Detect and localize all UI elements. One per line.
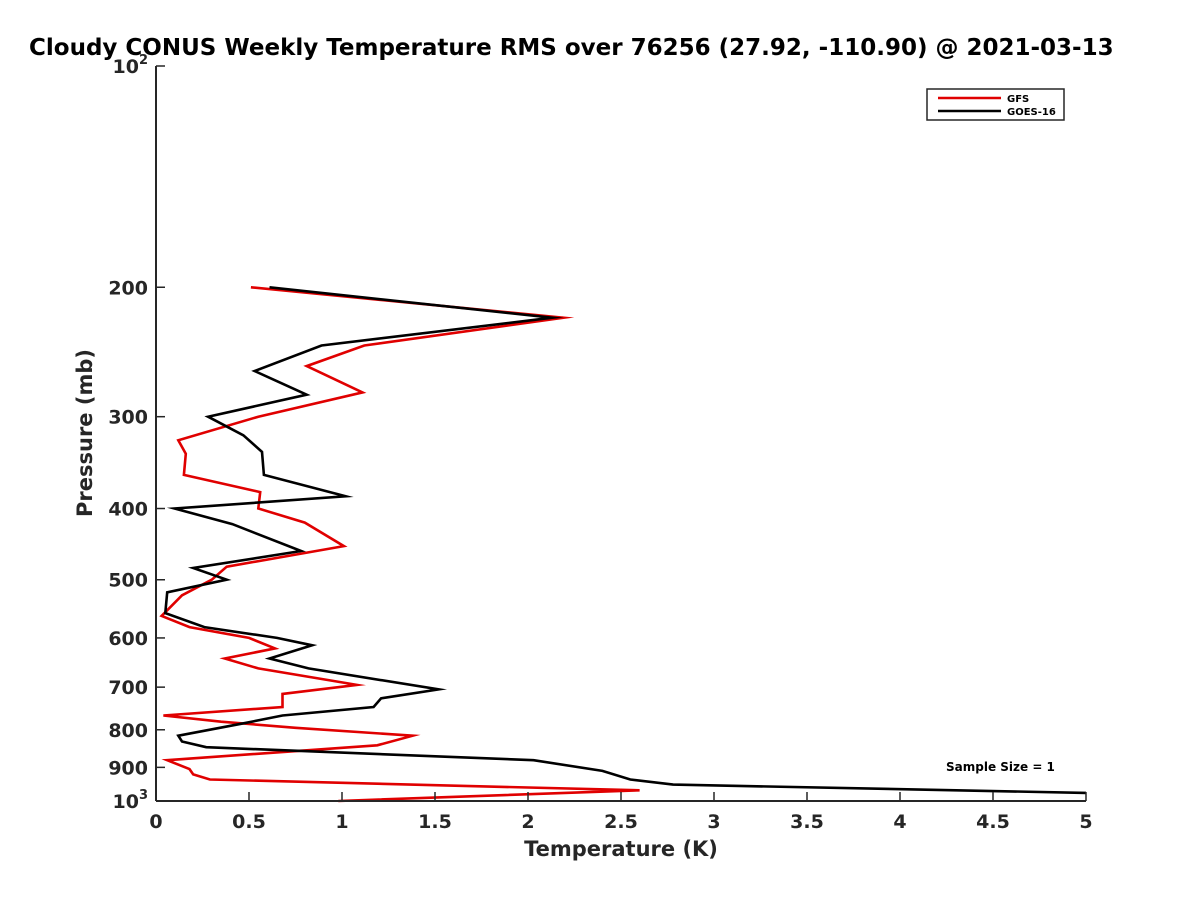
x-tick-label: 1 — [335, 811, 348, 833]
series-line-gfs — [159, 286, 640, 803]
legend-label: GOES-16 — [1007, 107, 1056, 118]
x-tick-label: 4 — [893, 811, 906, 833]
x-tick-label: 3.5 — [790, 811, 824, 833]
x-tick-label: 1.5 — [418, 811, 452, 833]
x-tick-label: 2 — [521, 811, 534, 833]
x-tick-label: 3 — [707, 811, 720, 833]
y-tick-label: 800 — [108, 720, 148, 742]
y-tick-label: 103 — [113, 788, 149, 813]
x-axis-title: Temperature (K) — [524, 837, 718, 861]
y-tick-label: 200 — [108, 277, 148, 299]
legend-entries: GFS GOES-16 — [938, 94, 1056, 118]
y-tick-label: 400 — [108, 499, 148, 521]
x-axis-ticks: 0 0.5 1 1.5 2 2.5 3 3.5 4 4.5 5 — [149, 792, 1093, 833]
y-tick-label: 700 — [108, 677, 148, 699]
x-tick-label: 4.5 — [976, 811, 1010, 833]
x-tick-label: 0.5 — [232, 811, 266, 833]
legend-box — [926, 88, 1065, 121]
y-tick-label: 900 — [108, 757, 148, 779]
y-axis-title: Pressure (mb) — [73, 349, 97, 517]
y-tick-label: 102 — [113, 53, 149, 78]
y-tick-label: 600 — [108, 628, 148, 650]
sample-size-annotation: Sample Size = 1 — [946, 760, 1055, 774]
y-axis-ticks: 102 200 300 400 500 600 700 800 900 103 — [108, 53, 165, 813]
series-line-goes-16 — [163, 286, 1087, 795]
legend-label: GFS — [1007, 94, 1029, 105]
y-tick-label: 500 — [108, 570, 148, 592]
y-tick-label: 300 — [108, 407, 148, 429]
x-tick-label: 0 — [149, 811, 162, 833]
legend: GFS GOES-16 — [926, 88, 1065, 121]
x-tick-label: 2.5 — [604, 811, 638, 833]
chart-title: Cloudy CONUS Weekly Temperature RMS over… — [29, 35, 1114, 61]
series-layer — [159, 286, 1087, 803]
x-tick-label: 5 — [1079, 811, 1092, 833]
